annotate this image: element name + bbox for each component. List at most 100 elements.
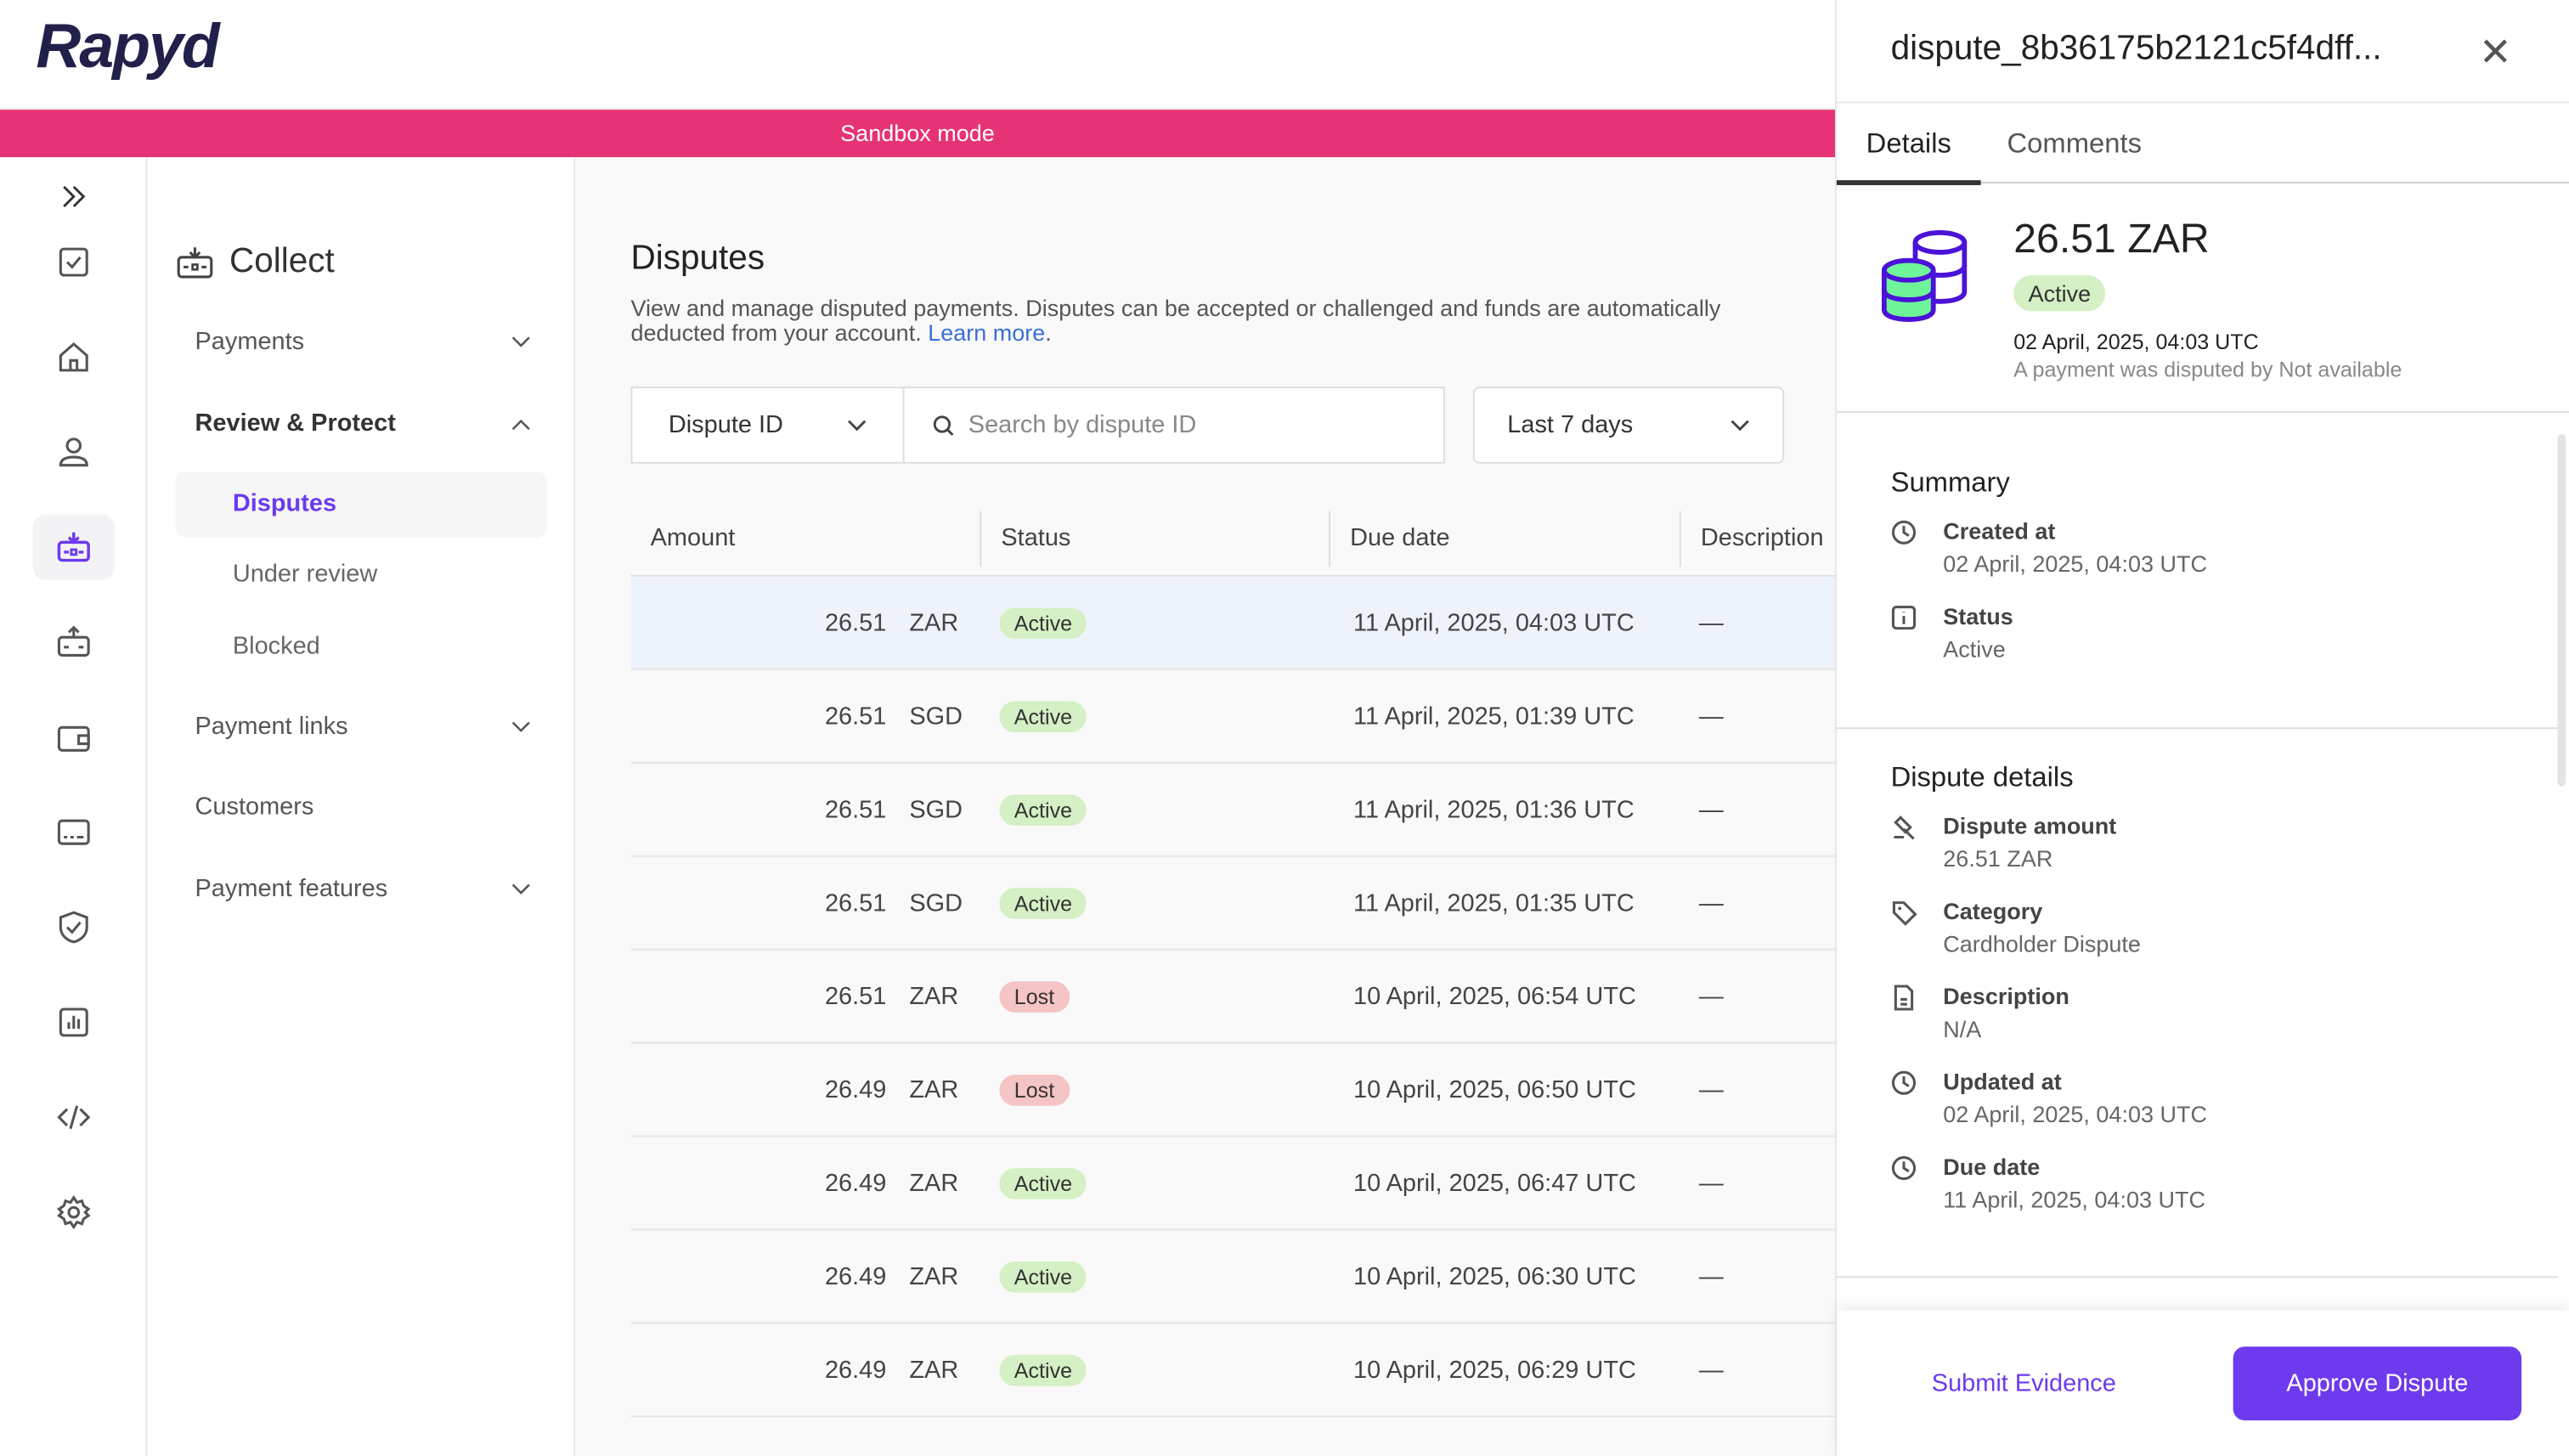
home-icon [59,341,88,372]
field-created-at: Created at 02 April, 2025, 04:03 UTC [1891,517,2207,577]
description-cell: — [1698,889,1724,917]
dispute-subtitle: A payment was disputed by Not available [2013,357,2402,382]
gavel-icon [1894,815,1915,840]
date-range-select[interactable]: Last 7 days [1472,387,1785,464]
wallet-nav-button[interactable] [33,704,115,770]
table-row[interactable]: 26.51 ZAR Active 11 April, 2025, 04:03 UT… [630,576,1835,670]
expand-icon [63,185,86,208]
table-row[interactable]: 26.49 ZAR Active 10 April, 2025, 06:29 UT… [630,1323,1835,1418]
page-description: View and manage disputed payments. Dispu… [630,295,1721,346]
amount-cell: 26.51 SGD [824,795,963,824]
due-date-cell: 11 April, 2025, 01:35 UTC [1352,889,1635,917]
status-badge: Active [999,1261,1087,1292]
panel-scrollbar[interactable] [2557,434,2566,787]
status-badge: Active [999,1353,1087,1385]
amount-cell: 26.51 ZAR [824,608,959,637]
table-row[interactable]: 26.51 ZAR Lost 10 April, 2025, 06:54 UTC … [630,951,1835,1044]
icon-rail [0,157,148,1456]
dispute-date: 02 April, 2025, 04:03 UTC [2013,329,2259,354]
checklist-nav-button[interactable] [33,229,115,295]
page-title: Disputes [630,239,765,277]
settings-icon [57,1195,91,1230]
due-date-cell: 10 April, 2025, 06:29 UTC [1352,1355,1636,1384]
table-row[interactable]: 26.51 SGD Active 11 April, 2025, 01:35 UT… [630,857,1835,951]
chevron-down-icon [1731,419,1749,431]
submit-evidence-button[interactable]: Submit Evidence [1931,1369,2116,1398]
panel-footer: Submit Evidence Approve Dispute [1836,1310,2569,1456]
due-date-cell: 10 April, 2025, 06:54 UTC [1352,982,1636,1010]
description-cell: — [1698,702,1724,731]
due-date-cell: 10 April, 2025, 06:50 UTC [1352,1075,1636,1103]
due-date-cell: 11 April, 2025, 04:03 UTC [1352,608,1635,637]
sub-navigation: Collect Payments Review & Protect Payment … [147,157,575,1456]
column-header-amount[interactable]: Amount [650,524,736,552]
user-nav-button[interactable] [33,420,115,485]
document-icon [1894,985,1914,1011]
clock-icon [1891,1070,1917,1095]
nav-item-payment-features[interactable]: Payment features [195,875,530,903]
panel-tabs: Details Comments [1836,101,2569,185]
tab-details[interactable]: Details [1836,103,1981,185]
main-content: Disputes View and manage disputed paymen… [574,157,1835,1456]
description-cell: — [1698,1169,1724,1197]
chevron-down-icon [847,419,867,431]
expand-nav-button[interactable] [33,164,115,229]
status-cell: Active [980,700,1329,732]
code-nav-button[interactable] [33,1085,115,1150]
nav-item-review-protect[interactable]: Review & Protect [195,409,530,437]
approve-dispute-button[interactable]: Approve Dispute [2233,1346,2522,1421]
table-row[interactable]: 26.49 ZAR Active 10 April, 2025, 06:30 UT… [630,1230,1835,1324]
table-header: Amount Status Due date Description [630,501,1835,577]
amount-cell: 26.49 ZAR [824,1075,959,1103]
status-cell: Active [980,1261,1329,1292]
panel-title: dispute_8b36175b2121c5f4dff... [1890,29,2382,68]
dispute-hero: 26.51 ZAR Active 02 April, 2025, 04:03 U… [1836,183,2569,413]
status-badge: Active [999,1167,1087,1199]
table-row[interactable]: 26.51 SGD Active 11 April, 2025, 01:39 UT… [630,670,1835,764]
nav-item-customers[interactable]: Customers [195,793,314,821]
nav-subitem-under-review[interactable]: Under review [232,560,378,589]
collect-icon [177,247,213,279]
column-header-due-date[interactable]: Due date [1329,510,1680,567]
filter-field-select[interactable]: Dispute ID [630,387,905,464]
home-nav-button[interactable] [33,324,115,390]
shield-check-nav-button[interactable] [33,894,115,960]
wallet-icon [57,725,90,752]
status-cell: Active [980,793,1329,826]
close-icon[interactable]: ✕ [2478,31,2512,76]
disburse-nav-button[interactable] [33,609,115,674]
description-cell: — [1698,1075,1724,1103]
nav-item-payments[interactable]: Payments [195,328,530,355]
search-input[interactable]: Search by dispute ID [902,387,1445,464]
table-row[interactable]: 26.49 ZAR Lost 10 April, 2025, 06:50 UTC … [630,1043,1835,1137]
status-badge: Active [999,887,1087,918]
nav-subitem-blocked[interactable]: Blocked [232,632,320,661]
field-updated-at: Updated at 02 April, 2025, 04:03 UTC [1891,1068,2207,1127]
amount-cell: 26.49 ZAR [824,1355,959,1384]
table-row[interactable]: 26.49 ZAR Active 10 April, 2025, 06:47 UT… [630,1137,1835,1231]
status-cell: Active [980,1167,1329,1199]
table-row[interactable]: 26.51 SGD Active 11 April, 2025, 01:36 UT… [630,764,1835,857]
tab-comments[interactable]: Comments [2007,127,2143,160]
field-due-date: Due date 11 April, 2025, 04:03 UTC [1891,1154,2205,1212]
settings-nav-button[interactable] [33,1180,115,1245]
description-cell: — [1698,608,1724,637]
card-nav-button[interactable] [33,799,115,865]
column-header-status[interactable]: Status [980,510,1329,567]
column-header-description[interactable]: Description [1679,510,1835,567]
dispute-detail-panel: dispute_8b36175b2121c5f4dff... ✕ Details… [1834,0,2569,1456]
rapyd-logo[interactable]: Rapyd [36,13,219,82]
status-cell: Active [980,607,1329,639]
report-icon [59,1007,88,1037]
details-heading: Dispute details [1890,761,2074,793]
nav-subitem-disputes[interactable]: Disputes [175,471,548,538]
coins-icon [1881,229,1968,322]
sandbox-banner: Sandbox mode [0,110,1835,158]
description-cell: — [1698,982,1724,1010]
collect-nav-button[interactable] [32,514,115,580]
learn-more-link[interactable]: Learn more [928,319,1046,346]
due-date-cell: 10 April, 2025, 06:47 UTC [1352,1169,1636,1197]
nav-item-payment-links[interactable]: Payment links [195,713,530,741]
report-nav-button[interactable] [33,990,115,1055]
status-cell: Active [980,1353,1329,1385]
